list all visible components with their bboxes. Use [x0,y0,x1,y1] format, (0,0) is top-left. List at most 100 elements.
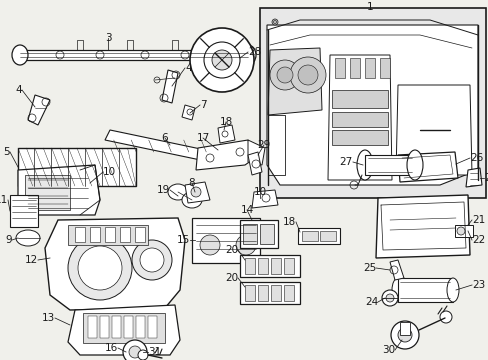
Bar [454,225,472,237]
Bar [240,220,278,248]
Circle shape [381,290,397,306]
Text: 27: 27 [339,157,352,167]
Bar [364,58,374,78]
Bar [379,58,389,78]
Text: 20: 20 [224,273,238,283]
Polygon shape [266,25,477,185]
Bar [120,227,130,242]
Circle shape [200,235,220,255]
Text: 31: 31 [148,347,161,357]
Circle shape [212,50,231,70]
Text: 30: 30 [381,345,394,355]
Circle shape [385,294,393,302]
Text: 11: 11 [0,195,8,205]
Bar [75,227,85,242]
Circle shape [236,235,256,255]
Bar [331,90,387,108]
Text: 10: 10 [253,187,266,197]
Text: 2: 2 [483,173,488,183]
Bar [284,285,293,301]
Polygon shape [68,305,180,355]
Circle shape [78,246,122,290]
Bar [100,316,109,338]
Text: 13: 13 [41,313,55,323]
Bar [240,255,299,277]
Text: 18: 18 [282,217,295,227]
Circle shape [132,240,172,280]
Ellipse shape [391,278,403,302]
Bar [331,130,387,145]
Text: 19: 19 [157,185,170,195]
Bar [270,258,281,274]
Bar [270,285,281,301]
Circle shape [289,57,325,93]
Circle shape [190,28,253,92]
Circle shape [203,42,240,78]
Polygon shape [184,182,209,203]
Bar [192,218,260,263]
Bar [331,112,387,127]
Ellipse shape [168,184,187,200]
Polygon shape [45,218,184,310]
Bar [244,258,254,274]
Bar [20,50,247,60]
Circle shape [456,227,464,235]
Text: 18: 18 [219,117,232,127]
Bar [284,258,293,274]
Ellipse shape [446,278,458,302]
Circle shape [138,350,148,360]
Polygon shape [389,260,403,280]
Polygon shape [162,70,178,103]
Text: 7: 7 [200,100,206,110]
Text: 26: 26 [469,153,482,163]
Polygon shape [18,165,100,215]
Text: 1: 1 [366,2,372,12]
Circle shape [276,67,292,83]
Text: 6: 6 [162,133,168,143]
Bar [334,58,345,78]
Bar [399,322,409,335]
Bar [83,313,164,343]
Circle shape [397,328,411,342]
Bar [297,228,339,244]
Text: 22: 22 [471,235,484,245]
Circle shape [140,248,163,272]
Bar [68,225,148,245]
Circle shape [191,187,201,197]
Bar [90,227,100,242]
Text: 3: 3 [104,33,111,43]
Text: 14: 14 [240,205,253,215]
Bar [10,195,38,227]
Circle shape [439,311,451,323]
Bar [397,278,452,302]
Ellipse shape [16,230,40,246]
Bar [302,231,317,241]
Polygon shape [327,55,391,180]
Text: 16: 16 [104,343,118,353]
Text: 17: 17 [196,133,209,143]
Polygon shape [247,140,264,165]
Text: 21: 21 [471,215,484,225]
Text: 15: 15 [176,235,190,245]
Polygon shape [28,95,50,125]
Text: 23: 23 [471,280,484,290]
Bar [148,316,157,338]
Circle shape [390,321,418,349]
Bar [258,285,267,301]
Bar [258,258,267,274]
Ellipse shape [182,192,202,208]
Bar [240,282,299,304]
Bar [124,316,133,338]
Circle shape [123,340,147,360]
Text: 8: 8 [188,178,195,188]
Circle shape [129,346,141,358]
Polygon shape [196,140,254,170]
Circle shape [68,236,132,300]
Text: 20: 20 [224,245,238,255]
Bar [260,8,485,198]
Bar [136,316,145,338]
Text: 25: 25 [362,263,375,273]
Bar [18,148,136,186]
Ellipse shape [406,150,422,180]
Polygon shape [247,152,262,175]
